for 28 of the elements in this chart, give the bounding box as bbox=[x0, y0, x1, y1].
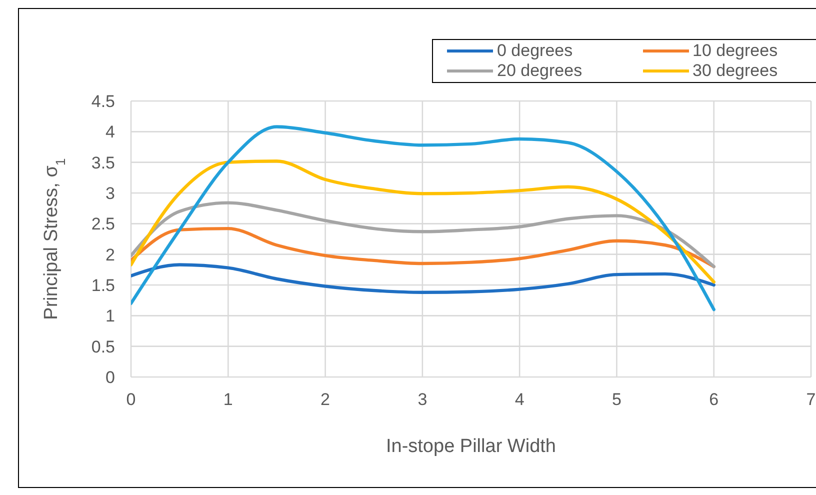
x-tick-label: 4 bbox=[514, 390, 524, 410]
x-tick-label: 1 bbox=[223, 390, 233, 410]
x-tick-label: 6 bbox=[709, 390, 719, 410]
y-tick-label: 2.5 bbox=[91, 214, 115, 234]
y-tick-label: 3.5 bbox=[91, 153, 115, 172]
x-tick-label: 3 bbox=[418, 390, 428, 410]
x-axis-title: In-stope Pillar Width bbox=[386, 436, 556, 457]
legend-label: 20 degrees bbox=[497, 61, 582, 81]
x-tick-label: 0 bbox=[126, 390, 136, 410]
y-tick-label: 2 bbox=[106, 245, 115, 264]
line-series bbox=[131, 160, 716, 284]
y-tick-label: 0.5 bbox=[91, 337, 115, 356]
legend-label: 0 degrees bbox=[497, 41, 573, 61]
legend-label: 30 degrees bbox=[692, 61, 778, 81]
line-series bbox=[131, 125, 716, 312]
line-series bbox=[131, 201, 716, 268]
x-tick-label: 7 bbox=[806, 390, 816, 410]
x-tick-label: 2 bbox=[320, 390, 330, 410]
y-tick-label: 4.5 bbox=[91, 92, 115, 112]
line-series bbox=[131, 263, 716, 294]
y-tick-label: 0 bbox=[106, 368, 115, 388]
y-tick-label: 3 bbox=[106, 184, 115, 204]
legend-label: 10 degrees bbox=[692, 41, 778, 61]
y-tick-label: 1 bbox=[106, 306, 115, 326]
y-tick-label: 4 bbox=[106, 122, 115, 142]
line-series bbox=[131, 226, 716, 268]
y-tick-label: 1.5 bbox=[91, 276, 115, 296]
x-tick-label: 5 bbox=[612, 390, 622, 410]
